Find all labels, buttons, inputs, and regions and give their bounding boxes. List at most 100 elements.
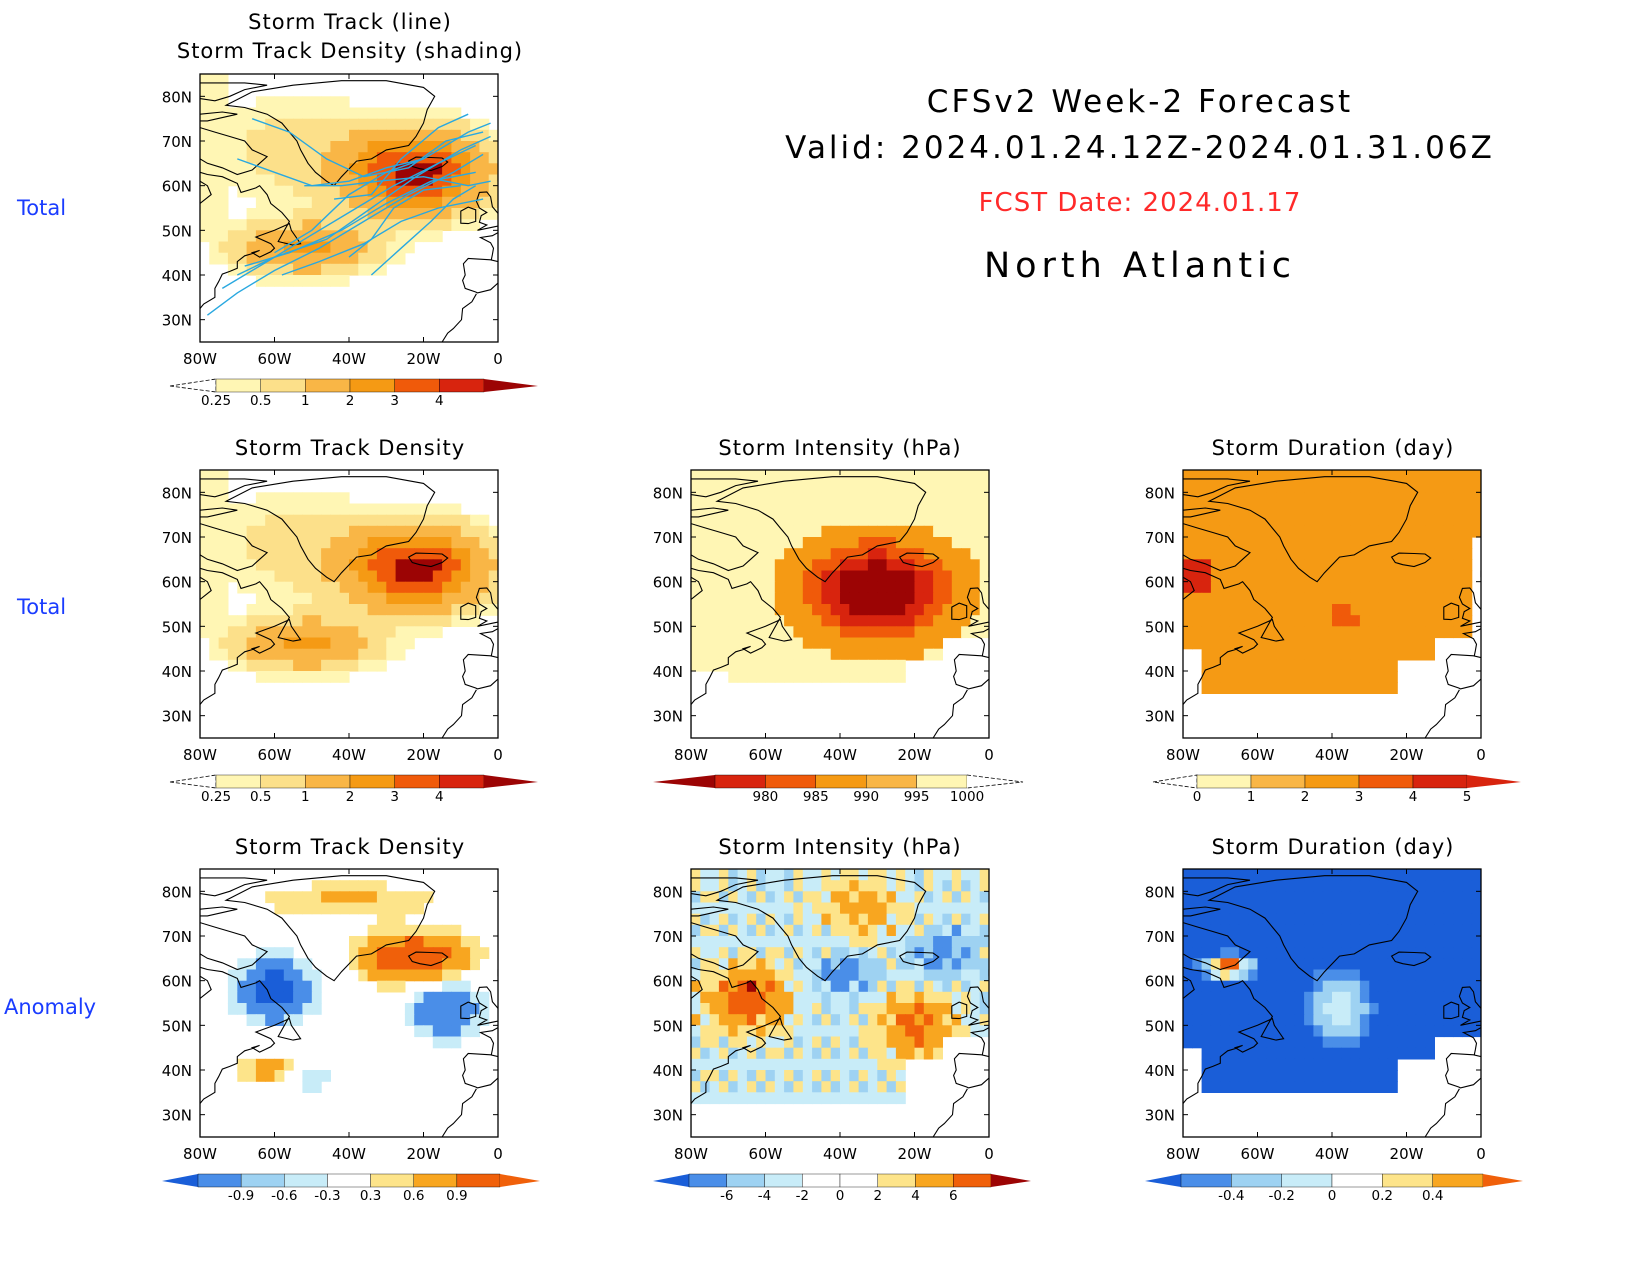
grid-cell <box>339 570 350 583</box>
grid-cell <box>283 891 294 904</box>
grid-cell <box>414 219 425 231</box>
grid-cell <box>330 902 341 915</box>
grid-cell <box>1434 604 1445 616</box>
grid-cell <box>451 1025 462 1038</box>
grid-cell <box>386 913 397 926</box>
grid-cell <box>1415 637 1426 650</box>
grid-cell <box>1369 659 1380 672</box>
grid-cell <box>376 626 387 639</box>
grid-cell <box>718 913 729 926</box>
grid-cell <box>709 481 720 493</box>
grid-cell <box>830 969 841 982</box>
grid-cell <box>1210 637 1221 650</box>
grid-cell <box>858 481 869 493</box>
grid-cell <box>1397 958 1408 971</box>
grid-cell <box>1294 991 1305 1004</box>
grid-cell <box>895 570 906 583</box>
grid-cell <box>1406 980 1417 993</box>
grid-cell <box>255 1070 266 1082</box>
grid-cell <box>821 525 832 538</box>
grid-cell <box>1397 626 1408 639</box>
panel-title-density-total: Storm Track Density <box>234 436 466 460</box>
grid-cell <box>895 1036 906 1049</box>
grid-cell <box>840 1014 850 1026</box>
grid-cell <box>700 924 711 937</box>
grid-cell <box>895 525 906 538</box>
grid-cell <box>886 1092 897 1105</box>
grid-cell <box>1387 659 1398 672</box>
grid-cell <box>1229 470 1240 482</box>
grid-cell <box>951 581 962 594</box>
coastline <box>691 567 793 736</box>
lat-tick-label: 70N <box>162 133 192 151</box>
grid-cell <box>942 503 953 516</box>
grid-cell <box>1332 980 1342 993</box>
grid-cell <box>784 548 794 560</box>
coastline <box>441 293 477 342</box>
grid-cell <box>1201 1036 1212 1049</box>
grid-cell <box>709 1036 720 1049</box>
grid-cell <box>358 263 369 276</box>
grid-cell <box>895 1047 906 1060</box>
grid-cell <box>1350 671 1361 683</box>
grid-cell <box>905 1025 916 1038</box>
grid-cell <box>423 525 434 538</box>
grid-cell <box>802 503 813 516</box>
grid-cell <box>1220 537 1231 549</box>
grid-cell <box>858 924 869 937</box>
grid-cell <box>1220 947 1231 959</box>
grid-cell <box>255 492 266 505</box>
grid-cell <box>1425 936 1435 948</box>
grid-cell <box>1443 525 1454 538</box>
grid-cell <box>1266 1014 1277 1026</box>
grid-cell <box>1443 559 1454 572</box>
grid-cell <box>1192 615 1203 627</box>
grid-cell <box>442 141 452 153</box>
grid-cell <box>923 525 934 538</box>
grid-cell <box>923 1047 934 1060</box>
grid-cell <box>237 525 248 538</box>
grid-cell <box>914 1014 925 1026</box>
grid-cell <box>1266 980 1277 993</box>
grid-cell <box>970 958 981 971</box>
grid-cell <box>1266 548 1277 560</box>
grid-cell <box>802 1081 813 1093</box>
grid-cell <box>1415 1036 1426 1049</box>
grid-cell <box>1201 880 1212 892</box>
grid-cell <box>933 891 943 904</box>
grid-cell <box>728 525 739 538</box>
grid-cell <box>793 481 804 493</box>
grid-cell <box>200 141 210 153</box>
grid-cell <box>746 936 757 948</box>
grid-cell <box>1201 980 1212 993</box>
colorbar-end-arrow <box>1467 775 1521 788</box>
coastline <box>898 552 940 568</box>
grid-cell <box>1313 525 1324 538</box>
grid-cell <box>404 163 415 176</box>
grid-cell <box>1443 991 1454 1004</box>
grid-cell <box>470 525 480 538</box>
grid-cell <box>867 991 878 1004</box>
grid-cell <box>367 559 378 572</box>
grid-cell <box>404 637 415 650</box>
grid-cell <box>1201 481 1212 493</box>
grid-cell <box>367 648 378 661</box>
grid-cell <box>321 1070 331 1082</box>
grid-cell <box>1332 604 1342 616</box>
grid-cell <box>451 559 462 572</box>
grid-cell <box>830 1092 841 1105</box>
grid-cell <box>1397 913 1408 926</box>
grid-cell <box>1359 581 1370 594</box>
grid-cell <box>877 947 888 959</box>
grid-cell <box>255 525 266 538</box>
grid-cell <box>1350 492 1361 505</box>
grid-cell <box>895 548 906 560</box>
grid-cell <box>784 1003 794 1015</box>
grid-cell <box>905 1014 916 1026</box>
grid-cell <box>283 230 294 243</box>
grid-cell <box>1322 548 1333 560</box>
grid-cell <box>691 913 701 926</box>
coastline <box>898 951 940 967</box>
grid-cell <box>302 129 313 142</box>
